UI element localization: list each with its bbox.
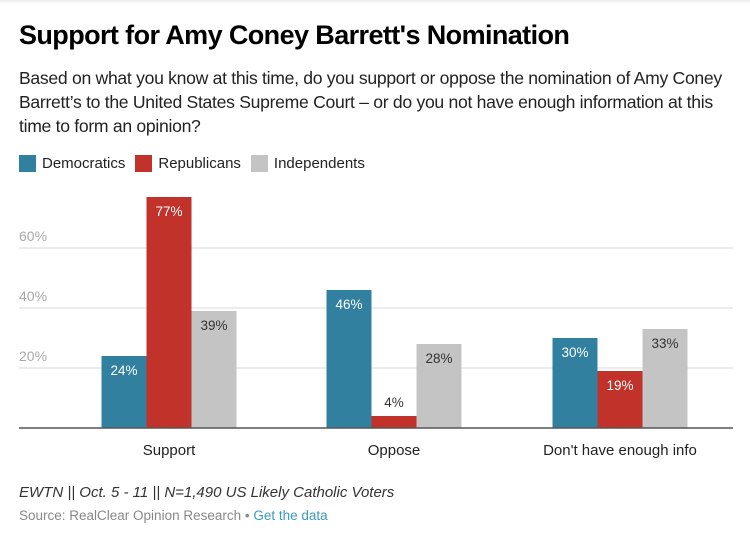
bar-chart: 20% 40% 60% 24% 77% 39% Support 46% 4% 28% Oppose 3… — [19, 197, 733, 459]
legend-label: Republicans — [158, 155, 241, 172]
bar-label-don-t-have-enough-info-independents: 33% — [651, 336, 678, 351]
chart-title: Support for Amy Coney Barrett's Nominati… — [19, 20, 570, 50]
bar-label-don-t-have-enough-info-democratics: 30% — [561, 345, 588, 360]
bar-don-t-have-enough-info-republicans — [597, 371, 643, 428]
y-tick-label: 60% — [19, 228, 47, 244]
y-tick-label: 40% — [19, 288, 47, 304]
legend-item-republicans: Republicans — [135, 155, 241, 172]
bar-don-t-have-enough-info-democratics — [552, 338, 598, 428]
source-separator: • — [241, 508, 254, 523]
chart-note: EWTN || Oct. 5 - 11 || N=1,490 US Likely… — [19, 484, 395, 501]
legend-label: Independents — [273, 155, 365, 172]
legend-swatch-independents — [250, 155, 268, 172]
category-label-oppose: Oppose — [368, 442, 421, 459]
source-line: Source: RealClear Opinion Research • Get… — [19, 508, 328, 523]
legend-label: Democratics — [42, 155, 126, 172]
bar-don-t-have-enough-info-independents — [642, 329, 688, 428]
legend: Democratics Republicans Independents — [19, 155, 375, 172]
bar-support-republicans — [146, 197, 192, 428]
bar-label-support-republicans: 77% — [155, 204, 182, 219]
bar-support-democratics — [101, 356, 147, 428]
bar-support-independents — [191, 311, 237, 428]
source-text: Source: RealClear Opinion Research — [19, 508, 242, 523]
bar-label-oppose-republicans: 4% — [384, 395, 404, 410]
category-label-support: Support — [143, 442, 196, 459]
legend-swatch-democratics — [19, 155, 36, 172]
bar-oppose-democratics — [326, 290, 372, 428]
bar-oppose-republicans — [371, 416, 417, 428]
legend-item-independents: Independents — [250, 155, 365, 172]
bar-label-oppose-democratics: 46% — [335, 297, 362, 312]
top-shade — [0, 0, 750, 4]
legend-item-democratics: Democratics — [19, 155, 125, 172]
bar-label-support-independents: 39% — [200, 318, 227, 333]
y-tick-label: 20% — [19, 348, 47, 364]
bar-label-oppose-independents: 28% — [425, 351, 452, 366]
bar-oppose-independents — [416, 344, 462, 428]
legend-swatch-republicans — [135, 155, 153, 172]
bar-label-don-t-have-enough-info-republicans: 19% — [606, 378, 633, 393]
get-the-data-link[interactable]: Get the data — [253, 508, 328, 523]
category-label-don-t-have-enough-info: Don't have enough info — [543, 442, 697, 459]
bar-label-support-democratics: 24% — [110, 363, 137, 378]
chart-subtitle: Based on what you know at this time, do … — [19, 68, 722, 136]
